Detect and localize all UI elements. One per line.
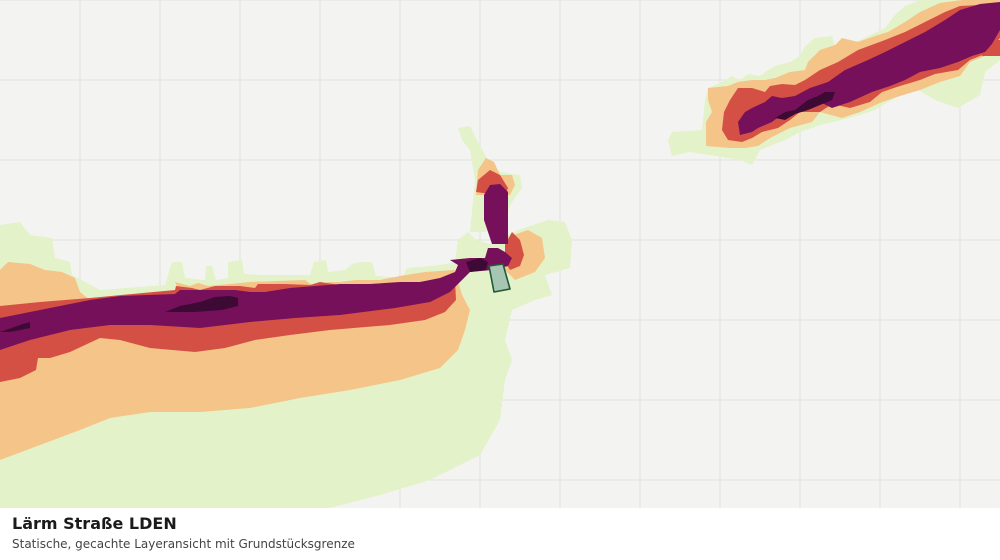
band4-north-spur [484, 184, 508, 244]
band5-main-road-west [0, 322, 30, 332]
noise-map[interactable] [0, 0, 1000, 508]
band4-ne-road [738, 2, 1000, 135]
noise-band-level-5 [0, 92, 835, 332]
map-title: Lärm Straße LDEN [12, 514, 177, 533]
map-subtitle: Statische, gecachte Layeransicht mit Gru… [12, 537, 355, 551]
band4-main-road [0, 248, 512, 350]
band5-main-road [165, 296, 238, 312]
band5-junction [466, 258, 488, 272]
noise-band-level-4 [0, 2, 1000, 350]
map-canvas [0, 0, 1000, 508]
map-caption: Lärm Straße LDEN Statische, gecachte Lay… [0, 508, 1000, 560]
parcel-boundary[interactable] [488, 263, 511, 293]
band5-ne-road [775, 92, 835, 120]
